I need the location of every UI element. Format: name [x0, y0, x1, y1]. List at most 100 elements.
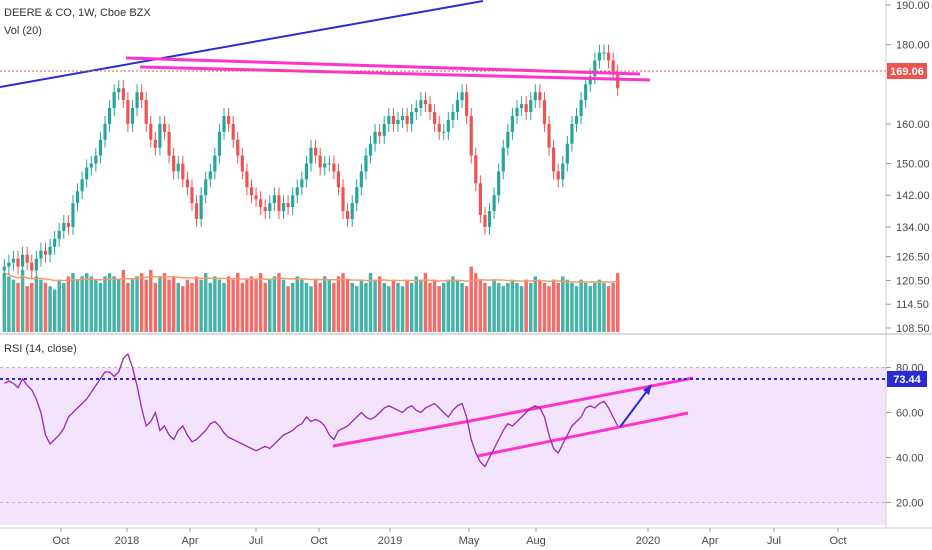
time-tick-label: Oct	[310, 535, 327, 547]
candle-body	[547, 123, 551, 148]
volume-bar	[240, 282, 245, 332]
candle-body	[75, 191, 80, 204]
rsi-band	[0, 367, 886, 525]
volume-bar	[94, 279, 98, 332]
volume-bar	[446, 279, 451, 332]
volume-bar	[313, 279, 318, 332]
candle-body	[48, 246, 52, 255]
price-tick-label: 114.50	[896, 299, 929, 311]
volume-bar	[551, 279, 556, 332]
volume-bar	[121, 269, 126, 332]
volume-bar	[286, 286, 290, 332]
volume-bar	[43, 282, 48, 332]
volume-bar	[368, 273, 373, 332]
volume-bar	[419, 279, 423, 332]
candle-body	[204, 179, 208, 196]
candle-body	[245, 171, 249, 188]
volume-bar	[373, 279, 377, 332]
symbol-label: DEERE & CO, 1W, Cboe BZX	[4, 7, 151, 19]
candle-body	[368, 143, 373, 156]
volume-bar	[295, 276, 300, 332]
candle-body	[396, 119, 400, 124]
volume-bar	[103, 276, 107, 332]
volume-bar	[254, 279, 258, 332]
candle-body	[359, 171, 363, 188]
candle-body	[405, 115, 409, 124]
candle-body	[602, 52, 606, 54]
volume-bar	[48, 286, 52, 332]
volume-bar	[236, 273, 240, 332]
volume-bar	[144, 279, 148, 332]
candle-body	[327, 163, 331, 165]
volume-bar	[158, 276, 162, 332]
volume-bar	[176, 282, 180, 332]
candle-body	[515, 108, 519, 116]
candle-body	[588, 76, 592, 85]
time-tick-label: Jul	[767, 535, 781, 547]
candle-body	[579, 100, 583, 116]
candle-body	[300, 179, 304, 188]
trendlines	[0, 0, 694, 458]
volume-bar	[322, 276, 327, 332]
candle-body	[149, 123, 153, 140]
candles	[2, 44, 620, 279]
volume-bar	[222, 282, 226, 332]
candle-body	[341, 187, 345, 212]
candle-body	[39, 250, 43, 259]
volume-bar	[336, 276, 341, 332]
candle-body	[66, 222, 70, 227]
time-ticks: Oct 2018 Apr Jul Oct 2019 May Aug 2020 Apr Jul Oct	[52, 528, 847, 547]
volume-bar	[377, 276, 382, 332]
candle-body	[419, 100, 423, 109]
volume-bar	[556, 282, 560, 332]
volume-bar	[89, 276, 94, 332]
pink-resistance-lower	[139, 65, 651, 82]
candle-body	[497, 171, 501, 196]
volume-bar	[39, 279, 43, 332]
volume-bar	[387, 286, 391, 332]
candle-body	[126, 100, 130, 124]
volume-bar	[561, 276, 565, 332]
price-tick-label: 160.00	[896, 119, 930, 131]
candle-body	[584, 84, 588, 101]
volume-bar	[2, 273, 7, 332]
pink-resistance-upper	[125, 56, 641, 76]
candle-body	[286, 203, 290, 208]
volume-bar	[20, 269, 25, 332]
candle-body	[240, 155, 244, 172]
volume-bar	[506, 282, 510, 332]
volume-bar	[135, 276, 139, 332]
volume-bar	[538, 279, 542, 332]
candle-body	[561, 163, 565, 180]
candle-body	[460, 92, 464, 101]
candle-body	[451, 112, 455, 120]
candle-body	[94, 155, 98, 164]
volume-bar	[304, 282, 309, 332]
candle-body	[236, 139, 240, 156]
volume-bar	[588, 286, 592, 332]
candle-body	[20, 254, 25, 267]
candle-body	[112, 92, 116, 109]
volume-bar	[474, 273, 478, 332]
rsi-line	[4, 352, 619, 468]
candle-body	[323, 163, 327, 168]
volume-bar	[341, 273, 345, 332]
volume-bar	[469, 266, 473, 332]
candle-body	[167, 131, 171, 156]
candle-body	[158, 123, 162, 148]
volume-bar	[542, 282, 547, 332]
volume-bar	[213, 276, 217, 332]
rsi-tick-label: 60.00	[896, 408, 924, 420]
volume-bar	[528, 282, 533, 332]
candle-body	[400, 115, 405, 120]
candle-body	[217, 131, 222, 156]
volume-bar	[423, 273, 428, 332]
price-tick-label: 126.50	[896, 252, 930, 264]
candle-body	[364, 155, 368, 172]
candle-body	[254, 195, 258, 200]
volume-bar	[524, 279, 528, 332]
volume-bar	[52, 289, 57, 332]
candle-body	[455, 100, 460, 113]
